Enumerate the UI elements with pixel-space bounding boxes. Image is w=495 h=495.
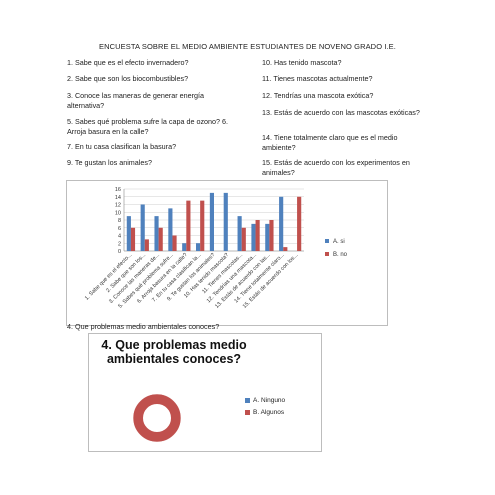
y-tick-label: 16 (115, 187, 121, 193)
bar-no (172, 235, 177, 251)
bar-si (126, 216, 131, 251)
pie-slice (133, 394, 181, 442)
question-12: 12. Tendrías una mascota exótica? (262, 91, 374, 100)
bar-no (241, 227, 246, 251)
bar-si (140, 204, 145, 251)
bar-si (168, 208, 173, 251)
bar-no (283, 247, 288, 251)
ring-edge (132, 393, 182, 443)
legend-swatch (325, 252, 329, 256)
survey-title: ENCUESTA SOBRE EL MEDIO AMBIENTE ESTUDIA… (99, 42, 396, 51)
pie-chart (132, 393, 182, 443)
bar-chart-frame: 0 2 4 6 8 10 12 14 16 1. Sabe que es el efecto...… (66, 180, 388, 326)
bar-si (237, 216, 242, 251)
legend-label: A. si (333, 239, 345, 245)
question-1: 1. Sabe que es el efecto invernadero? (67, 58, 189, 67)
question-11: 11. Tienes mascotas actualmente? (262, 74, 373, 83)
legend-swatch (245, 397, 250, 403)
pie-legend-label: B. Algunos (253, 409, 285, 416)
bar-si (196, 243, 201, 251)
pie-chart-frame: 4. Que problemas medio ambientales conoc… (88, 333, 322, 452)
question-5-6: 5. Sabes qué problema sufre la capa de o… (67, 117, 229, 136)
y-tick-label: 14 (115, 195, 121, 201)
question-14: 14. Tiene totalmente claro que es el med… (262, 133, 398, 152)
y-tick-label: 4 (118, 234, 121, 240)
bar-no (186, 200, 191, 251)
bar-si (209, 192, 214, 251)
bar-no (158, 227, 163, 251)
pie-chart-title: 4. Que problemas medio ambientales conoc… (101, 338, 247, 366)
y-tick-label: 0 (118, 249, 121, 255)
bar-no (269, 220, 274, 251)
bar-si (265, 223, 270, 251)
bar-si (251, 223, 256, 251)
bar-no (200, 200, 205, 251)
legend-swatch (325, 239, 329, 243)
question-10: 10. Has tenido mascota? (262, 58, 342, 67)
y-tick-label: 12 (115, 203, 121, 209)
pie-legend-algunos: B. Algunos (245, 409, 284, 416)
legend-swatch (245, 409, 250, 415)
y-tick-label: 2 (118, 241, 121, 247)
question-9: 9. Te gustan los animales? (67, 158, 152, 167)
question-7: 7. En tu casa clasifican la basura? (67, 142, 177, 151)
bar-si (223, 192, 228, 251)
bar-no (297, 196, 302, 251)
question-2: 2. Sabe que son los biocombustibles? (67, 74, 189, 83)
bar-si (182, 243, 187, 251)
bar-no (144, 239, 149, 251)
y-tick-label: 8 (118, 218, 121, 224)
bar-si (279, 196, 284, 251)
legend-label: B. no (333, 252, 348, 258)
bar-no (130, 227, 136, 251)
y-tick-label: 6 (118, 226, 121, 232)
question-4-label: 4. Que problemas medio ambientales conoc… (67, 322, 220, 331)
pie-legend-ninguno: A. Ninguno (245, 397, 285, 404)
bar-no (255, 220, 260, 251)
y-tick-label: 10 (115, 210, 121, 216)
bar-si (154, 216, 159, 251)
question-15: 15. Estás de acuerdo con los experimento… (262, 158, 410, 177)
question-3: 3. Conoce las maneras de generar energía… (67, 91, 205, 110)
pie-legend-label: A. Ninguno (253, 397, 286, 404)
question-13: 13. Estás de acuerdo con las mascotas ex… (262, 108, 420, 117)
